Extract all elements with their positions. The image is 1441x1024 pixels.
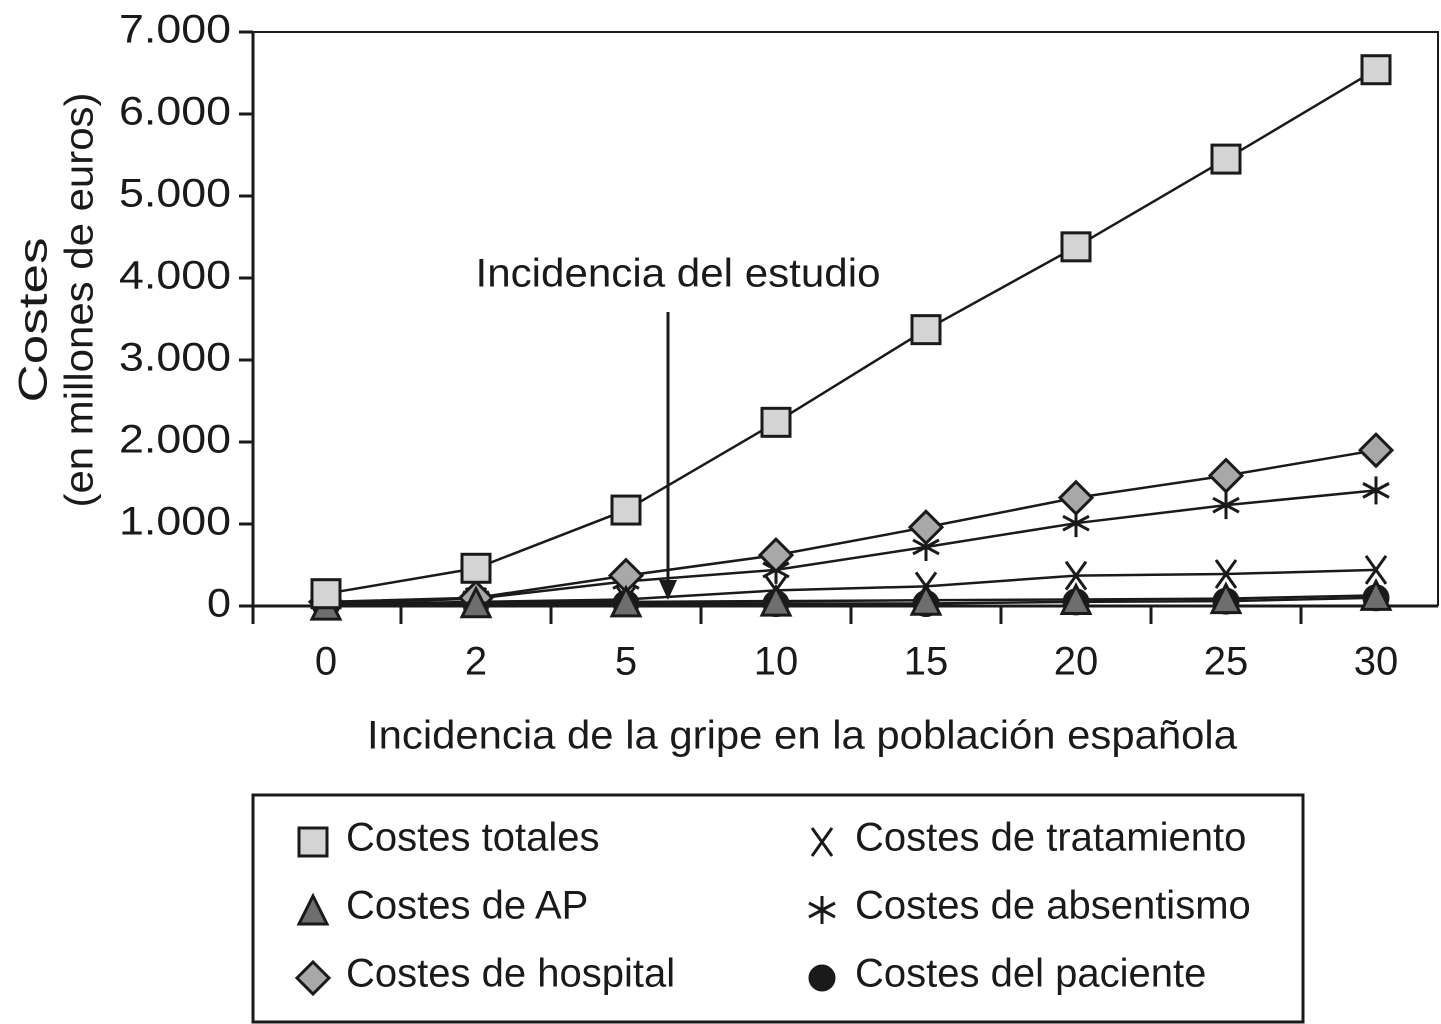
data-point — [1212, 491, 1240, 520]
legend-label: Costes de AP — [346, 884, 588, 928]
legend-marker — [294, 959, 332, 997]
x-tick-label: 10 — [754, 640, 799, 684]
y-tick-label: 4.000 — [119, 254, 231, 298]
series-line — [325, 489, 1377, 605]
data-point — [1364, 555, 1388, 585]
x-tick-label: 25 — [1204, 640, 1249, 684]
data-point — [759, 583, 793, 617]
y-tick-label: 5.000 — [119, 172, 231, 216]
series-line — [325, 596, 1377, 607]
legend-label: Costes del paciente — [855, 952, 1206, 996]
y-tick-label: 3.000 — [119, 336, 231, 380]
y-axis-label: (en millones de euros) — [58, 93, 102, 508]
data-point — [1060, 231, 1092, 263]
data-point — [1362, 476, 1390, 505]
annotation-arrowhead — [659, 580, 677, 600]
data-point — [1359, 577, 1393, 611]
legend-marker — [296, 892, 330, 926]
data-point — [1360, 54, 1392, 86]
x-tick-label: 15 — [904, 640, 949, 684]
legend-label: Costes de absentismo — [855, 884, 1251, 928]
x-tick-label: 5 — [615, 640, 637, 684]
legend-marker — [808, 896, 836, 924]
data-point — [1210, 143, 1242, 175]
data-point — [1059, 582, 1093, 615]
legend-label: Costes totales — [346, 816, 599, 860]
data-point — [910, 314, 942, 346]
annotation: Incidencia del estudio — [476, 252, 881, 296]
data-point — [757, 537, 795, 574]
data-point — [1209, 581, 1243, 615]
data-point — [909, 582, 943, 616]
x-tick-label: 20 — [1054, 640, 1099, 684]
series-line — [325, 594, 1377, 607]
data-point — [610, 494, 642, 526]
series-line — [325, 448, 1377, 604]
y-axis-label: Costes — [12, 238, 56, 403]
y-tick-label: 6.000 — [119, 90, 231, 134]
data-point — [760, 406, 792, 438]
data-point — [1057, 479, 1095, 516]
data-point — [1357, 432, 1395, 469]
y-tick-label: 0 — [207, 582, 231, 626]
plot-frame — [253, 31, 1439, 606]
data-point — [907, 509, 945, 546]
legend-label: Costes de hospital — [346, 952, 675, 996]
y-tick-label: 7.000 — [119, 8, 231, 52]
legend-marker — [808, 964, 836, 992]
x-tick-label: 2 — [465, 640, 487, 684]
legend-box — [251, 793, 1305, 1024]
data-point — [1207, 457, 1245, 494]
y-tick-label: 2.000 — [119, 418, 231, 462]
data-point — [459, 585, 493, 619]
data-point — [460, 552, 492, 584]
data-point — [310, 578, 342, 610]
legend-marker — [297, 826, 329, 858]
data-point — [1214, 559, 1238, 589]
data-point — [609, 584, 643, 618]
data-point — [1064, 560, 1088, 591]
legend-label: Costes de tratamiento — [855, 816, 1246, 860]
series-line — [325, 68, 1377, 595]
legend-marker — [810, 827, 834, 857]
y-tick-label: 1.000 — [119, 500, 231, 544]
x-axis-label: Incidencia de la gripe en la población e… — [367, 714, 1238, 758]
x-tick-label: 30 — [1354, 640, 1399, 684]
x-tick-label: 0 — [315, 640, 337, 684]
